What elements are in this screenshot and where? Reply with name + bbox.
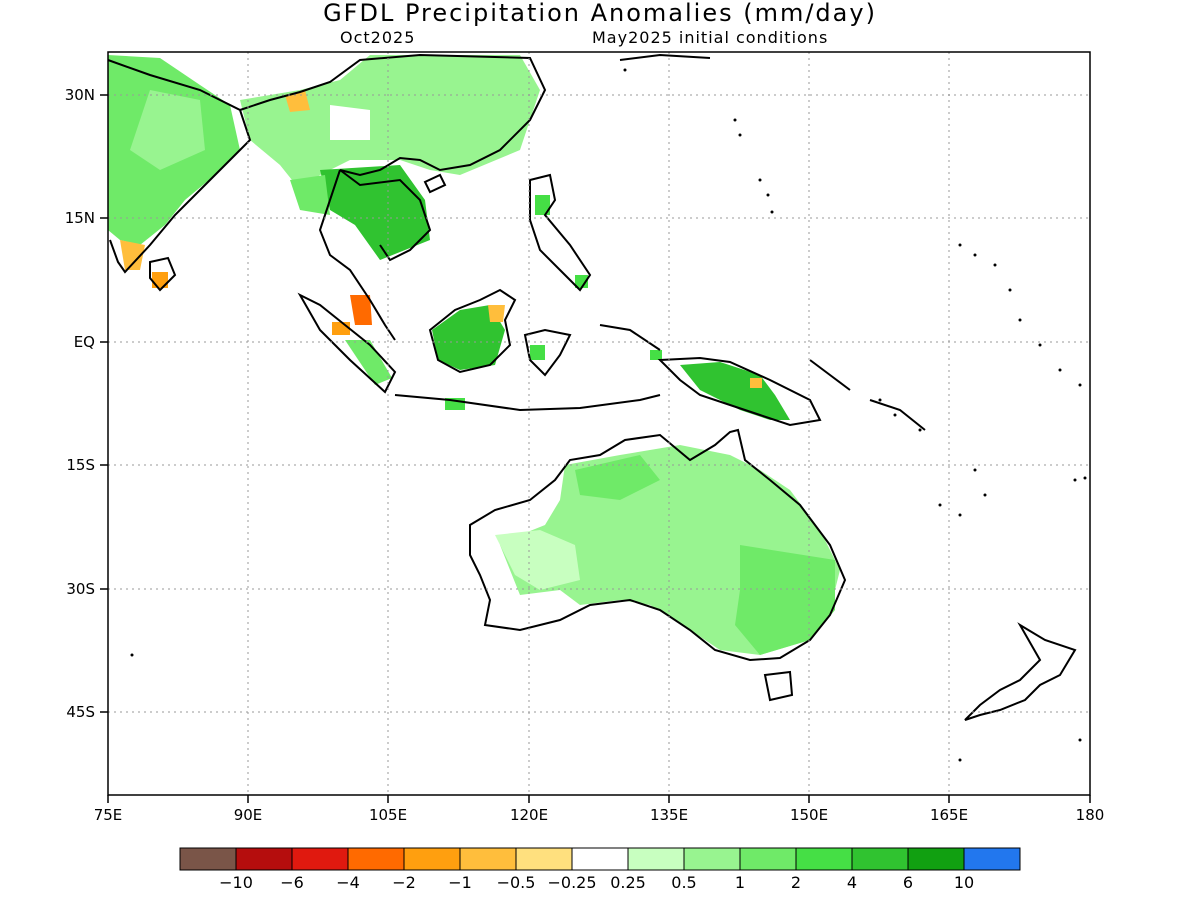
colorbar-label: 4	[847, 873, 857, 892]
colorbar-label: −0.5	[497, 873, 536, 892]
colorbar-label: −10	[219, 873, 253, 892]
lon-tick-165E: 165E	[930, 806, 968, 824]
colorbar-swatch	[291, 847, 349, 871]
colorbar-label: −6	[280, 873, 304, 892]
colorbar-label: 0.25	[610, 873, 646, 892]
pacific-islands	[130, 68, 1087, 762]
colorbar-swatch	[403, 847, 461, 871]
colorbar-swatch	[347, 847, 405, 871]
lat-tick-15N: 15N	[65, 209, 95, 227]
lon-tick-180: 180	[1076, 806, 1105, 824]
colorbar-labels: −10 −6 −4 −2 −1 −0.5 −0.25 0.25 0.5 1 2 4 6 10	[219, 873, 974, 892]
lat-tick-15S: 15S	[66, 456, 95, 474]
lat-tick-30N: 30N	[65, 86, 95, 104]
lon-tick-90E: 90E	[234, 806, 263, 824]
graticule	[108, 52, 1090, 795]
colorbar-swatch	[739, 847, 797, 871]
anomaly-fill	[108, 55, 840, 655]
lon-tick-120E: 120E	[510, 806, 548, 824]
lat-axis: 30N 15N EQ 15S 30S 45S	[65, 86, 95, 721]
colorbar-swatch	[571, 847, 629, 871]
colorbar-swatch	[851, 847, 909, 871]
colorbar-swatch	[683, 847, 741, 871]
colorbar-swatch	[179, 847, 237, 871]
colorbar	[179, 847, 1021, 871]
colorbar-label: 10	[954, 873, 974, 892]
colorbar-label: −4	[336, 873, 360, 892]
lat-tick-45S: 45S	[66, 703, 95, 721]
lat-tick-EQ: EQ	[74, 333, 95, 351]
initial-conditions: May2025 initial conditions	[592, 28, 829, 47]
lon-tick-135E: 135E	[650, 806, 688, 824]
colorbar-label: 2	[791, 873, 801, 892]
colorbar-label: 6	[903, 873, 913, 892]
forecast-month: Oct2025	[340, 28, 416, 47]
lon-tick-105E: 105E	[369, 806, 407, 824]
colorbar-label: −2	[392, 873, 416, 892]
colorbar-swatch	[515, 847, 573, 871]
colorbar-swatch	[795, 847, 853, 871]
colorbar-label: 0.5	[671, 873, 696, 892]
colorbar-swatch	[235, 847, 293, 871]
colorbar-label: 1	[735, 873, 745, 892]
colorbar-swatch	[627, 847, 685, 871]
lon-tick-75E: 75E	[94, 806, 123, 824]
plot-frame	[107, 51, 1091, 796]
coastlines	[107, 53, 1077, 721]
colorbar-swatch	[907, 847, 965, 871]
map-title: GFDL Precipitation Anomalies (mm/day)	[323, 0, 877, 27]
tick-marks	[100, 94, 1091, 803]
colorbar-label: −1	[448, 873, 472, 892]
colorbar-swatch	[459, 847, 517, 871]
colorbar-label: −0.25	[547, 873, 596, 892]
lat-tick-30S: 30S	[66, 580, 95, 598]
lon-tick-150E: 150E	[790, 806, 828, 824]
lon-axis: 75E 90E 105E 120E 135E 150E 165E 180	[94, 806, 1105, 824]
colorbar-swatch	[963, 847, 1021, 871]
